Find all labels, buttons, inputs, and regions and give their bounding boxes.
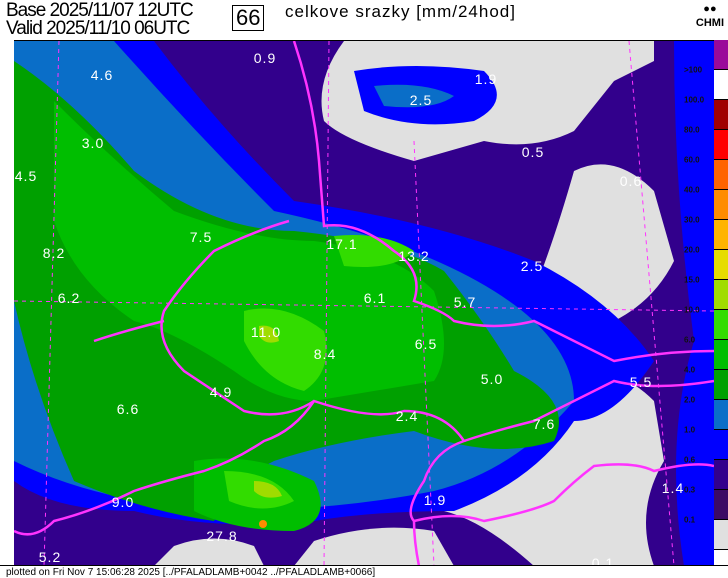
colorbar-swatch xyxy=(714,220,728,250)
precip-area-0.6 xyxy=(674,41,714,566)
colorbar-swatch xyxy=(714,250,728,280)
colorbar-swatch xyxy=(714,310,728,340)
colorbar-swatch xyxy=(714,370,728,400)
colorbar-swatch xyxy=(714,100,728,130)
map-title: celkove srazky [mm/24hod] xyxy=(285,2,516,21)
colorbar-swatch xyxy=(714,70,728,100)
value-label: 5.0 xyxy=(480,371,504,387)
colorbar-swatch xyxy=(714,340,728,370)
colorbar-tick-label: 0.6 xyxy=(684,455,696,465)
colorbar-tick-label: 60.0 xyxy=(684,155,700,165)
colorbar-tick-label: 20.0 xyxy=(684,245,700,255)
value-label: 6.1 xyxy=(363,290,387,306)
value-label: 3.0 xyxy=(81,135,105,151)
colorbar-swatch xyxy=(714,130,728,160)
colorbar-tick-label: 80.0 xyxy=(684,125,700,135)
colorbar-tick-label: 0.3 xyxy=(684,485,696,495)
precip-area-4 xyxy=(54,101,444,401)
forecast-hour-box: 66 xyxy=(232,5,265,31)
value-label: 2.5 xyxy=(520,258,544,274)
colorbar-tick-label: 4.0 xyxy=(684,365,696,375)
colorbar xyxy=(714,40,728,565)
value-label: 2.5 xyxy=(409,92,433,108)
graticule xyxy=(14,41,714,566)
value-label: 8.4 xyxy=(313,346,337,362)
value-label: 5.2 xyxy=(38,549,62,565)
precipitation-field xyxy=(14,41,714,566)
colorbar-swatch xyxy=(714,40,728,70)
precip-area-10 xyxy=(259,325,279,343)
precip-area-1 xyxy=(374,84,454,108)
colorbar-tick-label: 15.0 xyxy=(684,275,700,285)
footer-plot-info: plotted on Fri Nov 7 15:06:28 2025 [../P… xyxy=(0,565,728,578)
left-margin xyxy=(0,40,14,565)
colorbar-tick-label: 0.1 xyxy=(684,515,696,525)
colorbar-tick-label: >100 xyxy=(684,65,703,75)
colorbar-swatch xyxy=(714,160,728,190)
precipitation-map: 0.9 4.6 1.9 2.5 3.0 0.5 0.6 4.5 7.5 17.1… xyxy=(14,40,714,566)
colorbar-swatch xyxy=(714,400,728,430)
base-time-label: Base 2025/11/07 12UTC xyxy=(6,0,194,21)
colorbar-swatch xyxy=(714,490,728,520)
logo-text: CHMI xyxy=(695,17,724,29)
colorbar-tick-label: 40.0 xyxy=(684,185,700,195)
value-label: 0.9 xyxy=(253,50,277,66)
valid-time-label: Valid 2025/11/10 06UTC xyxy=(6,18,190,39)
value-label: 8.2 xyxy=(42,245,66,261)
value-label: 5.5 xyxy=(629,374,653,390)
colorbar-tick-label: 10.0 xyxy=(684,305,700,315)
value-label: 13.2 xyxy=(398,248,430,264)
value-label: 7.6 xyxy=(532,416,556,432)
value-label: 17.1 xyxy=(326,236,358,252)
value-label: 4.6 xyxy=(90,67,114,83)
value-label: 1.9 xyxy=(474,71,498,87)
value-label: 5.7 xyxy=(453,294,477,310)
precip-area-10 xyxy=(254,481,282,498)
logo-icon: ●● xyxy=(703,3,717,15)
value-label: 27.8 xyxy=(206,528,238,544)
chmi-logo: ●● CHMI xyxy=(696,2,724,30)
value-label: 11.0 xyxy=(250,324,282,340)
value-label: 9.0 xyxy=(111,494,135,510)
value-label: 6.2 xyxy=(57,290,81,306)
value-label: 6.6 xyxy=(116,401,140,417)
colorbar-swatch xyxy=(714,460,728,490)
colorbar-swatch xyxy=(714,190,728,220)
value-label: 7.5 xyxy=(189,229,213,245)
colorbar-tick-label: 30.0 xyxy=(684,215,700,225)
value-label: 0.1 xyxy=(591,555,615,566)
colorbar-tick-label: 2.0 xyxy=(684,395,696,405)
value-label: 2.4 xyxy=(395,408,419,424)
country-borders xyxy=(14,41,714,566)
colorbar-tick-label: 1.0 xyxy=(684,425,696,435)
value-label: 4.5 xyxy=(14,168,38,184)
colorbar-tick-label: 100.0 xyxy=(684,95,705,105)
colorbar-swatch xyxy=(714,520,728,550)
precip-area-6 xyxy=(334,235,414,267)
no-precip-area xyxy=(154,538,264,566)
colorbar-swatch xyxy=(714,430,728,460)
value-label: 0.5 xyxy=(521,144,545,160)
value-label: 1.9 xyxy=(423,492,447,508)
value-label: 0.6 xyxy=(619,173,643,189)
colorbar-swatch xyxy=(714,280,728,310)
value-label: 4.9 xyxy=(209,384,233,400)
precip-maximum-spot xyxy=(259,520,267,528)
colorbar-tick-label: 6.0 xyxy=(684,335,696,345)
value-label: 6.5 xyxy=(414,336,438,352)
value-label: 1.4 xyxy=(661,480,685,496)
